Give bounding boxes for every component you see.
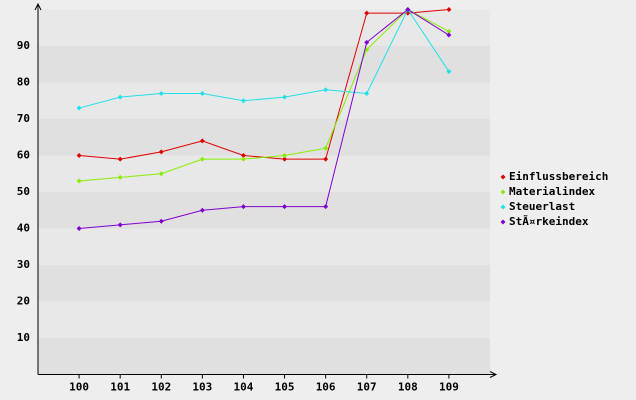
legend-label: Materialindex xyxy=(509,185,595,198)
legend-marker xyxy=(500,189,506,195)
y-tick-label: 20 xyxy=(17,295,30,308)
grid-band xyxy=(38,192,490,229)
point xyxy=(158,149,164,155)
x-tick-label: 104 xyxy=(234,381,254,394)
grid-band xyxy=(38,265,490,302)
point xyxy=(76,226,82,231)
point xyxy=(158,171,164,177)
point xyxy=(76,178,82,184)
x-tick-label: 101 xyxy=(110,381,130,394)
grid-band xyxy=(38,119,490,156)
point xyxy=(199,90,205,96)
grid-band xyxy=(38,9,490,46)
point xyxy=(240,98,246,104)
x-tick-label: 105 xyxy=(275,381,295,394)
x-tick-label: 109 xyxy=(439,381,459,394)
y-tick-label: 70 xyxy=(17,112,30,125)
grid-band xyxy=(38,82,490,119)
point xyxy=(240,204,246,210)
point xyxy=(446,32,452,38)
point xyxy=(323,145,329,151)
legend-label: Steuerlast xyxy=(509,200,575,213)
point xyxy=(117,174,123,180)
point xyxy=(282,204,288,210)
x-tick-label: 103 xyxy=(192,381,212,394)
point xyxy=(117,156,123,162)
y-tick-label: 30 xyxy=(17,258,30,271)
point xyxy=(158,90,164,96)
y-tick-label: 10 xyxy=(17,331,30,344)
point xyxy=(446,7,452,12)
point xyxy=(76,153,82,158)
series-line xyxy=(79,8,450,182)
point xyxy=(446,69,452,75)
x-tick-label: 106 xyxy=(316,381,336,394)
y-tick-label: 90 xyxy=(17,39,30,52)
point xyxy=(323,156,329,162)
grid-band xyxy=(38,338,490,375)
x-tick-label: 100 xyxy=(69,381,89,394)
y-tick-label: 80 xyxy=(17,76,30,89)
y-arrow xyxy=(34,2,42,11)
legend-marker xyxy=(500,204,506,210)
legend-marker xyxy=(500,219,506,225)
point xyxy=(199,207,205,213)
y-tick-label: 40 xyxy=(17,222,30,235)
grid-band xyxy=(38,155,490,192)
point xyxy=(117,94,123,100)
x-tick-label: 102 xyxy=(151,381,171,394)
legend-label: Einflussbereich xyxy=(509,170,608,183)
x-tick-label: 108 xyxy=(398,381,418,394)
point xyxy=(323,87,329,93)
legend-marker xyxy=(500,174,506,180)
point xyxy=(323,204,329,210)
y-tick-label: 50 xyxy=(17,185,30,198)
grid-band xyxy=(38,228,490,265)
point xyxy=(158,218,164,224)
point xyxy=(240,156,246,162)
legend-label: StÃ¤rkeindex xyxy=(509,215,589,228)
point xyxy=(199,156,205,162)
point xyxy=(282,94,288,100)
point xyxy=(282,156,288,162)
grid-band xyxy=(38,46,490,83)
point xyxy=(405,7,411,12)
point xyxy=(240,153,246,158)
grid-band xyxy=(38,301,490,338)
point xyxy=(364,39,370,45)
point xyxy=(76,105,82,111)
point xyxy=(199,138,205,144)
point xyxy=(364,10,370,16)
point xyxy=(446,28,452,34)
series-line xyxy=(79,8,450,229)
point xyxy=(117,222,123,228)
point xyxy=(364,90,370,96)
point xyxy=(282,153,288,158)
series-line xyxy=(78,8,450,109)
x-tick-label: 107 xyxy=(357,381,377,394)
x-arrow xyxy=(489,371,498,378)
y-tick-label: 60 xyxy=(17,149,30,162)
